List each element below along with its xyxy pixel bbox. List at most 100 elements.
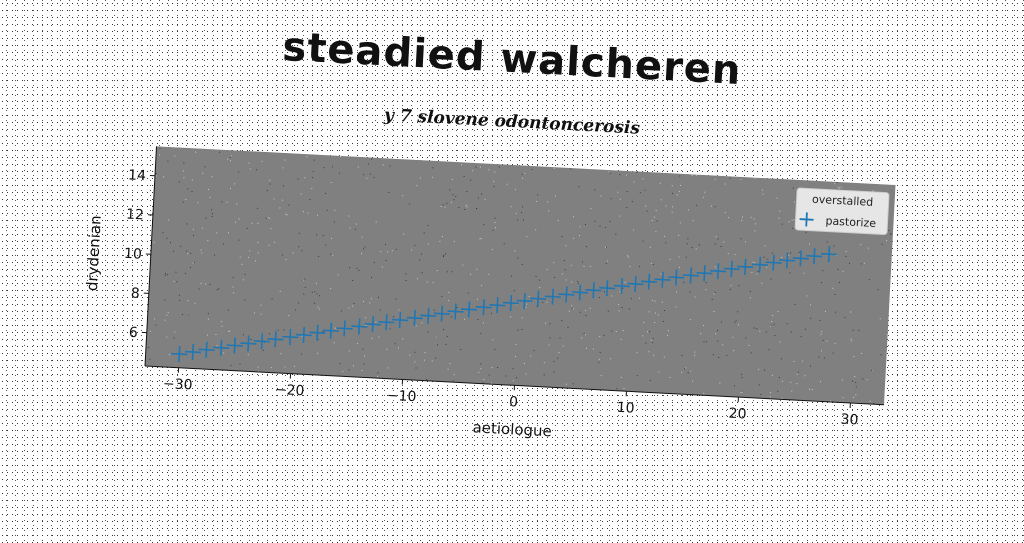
noise-dot	[755, 223, 756, 224]
noise-dot	[643, 322, 644, 323]
noise-dot	[745, 241, 746, 242]
noise-dot	[180, 246, 181, 247]
noise-dot	[245, 274, 246, 275]
noise-dot	[352, 280, 353, 281]
noise-dot	[222, 326, 223, 327]
noise-dot	[306, 156, 307, 157]
noise-dot	[493, 186, 494, 187]
noise-dot	[470, 180, 471, 181]
y-tick-label: 6	[128, 325, 138, 341]
noise-dot	[211, 209, 212, 210]
noise-dot	[715, 333, 716, 334]
noise-dot	[675, 306, 676, 307]
noise-dot	[355, 229, 356, 230]
noise-dot	[717, 330, 718, 331]
noise-dot	[223, 244, 224, 245]
noise-dot	[257, 242, 258, 243]
noise-dot	[741, 220, 742, 221]
noise-dot	[398, 347, 399, 348]
noise-dot	[605, 227, 606, 228]
noise-dot	[553, 371, 554, 372]
noise-dot	[393, 316, 394, 317]
noise-dot	[625, 282, 626, 283]
legend[interactable]: overstalled pastorize	[795, 188, 889, 235]
noise-dot	[349, 369, 350, 370]
noise-dot	[522, 174, 523, 175]
noise-dot	[642, 178, 643, 179]
noise-dot	[684, 368, 685, 369]
noise-dot	[183, 170, 184, 171]
noise-dot	[229, 331, 230, 332]
noise-dot	[406, 280, 407, 281]
noise-dot	[266, 218, 267, 219]
noise-dot	[174, 331, 175, 332]
noise-dot	[187, 253, 188, 254]
noise-dot	[561, 320, 562, 321]
noise-dot	[251, 339, 252, 340]
noise-dot	[770, 396, 771, 397]
noise-dot	[770, 326, 771, 327]
noise-dot	[284, 160, 285, 161]
noise-dot	[190, 267, 191, 268]
noise-dot	[297, 179, 298, 180]
noise-dot	[620, 199, 621, 200]
noise-dot	[880, 318, 881, 319]
noise-dot	[797, 374, 798, 375]
noise-dot	[751, 352, 752, 353]
noise-dot	[176, 281, 177, 282]
y-axis-label: drydenian	[83, 215, 105, 292]
noise-dot	[888, 230, 889, 231]
noise-dot	[249, 250, 250, 251]
noise-dot	[812, 389, 813, 390]
noise-dot	[376, 221, 377, 222]
noise-dot	[386, 260, 387, 261]
noise-dot	[414, 352, 415, 353]
noise-dot	[385, 244, 386, 245]
noise-dot	[514, 250, 515, 251]
x-tick-label: 0	[509, 394, 519, 410]
noise-dot	[672, 185, 673, 186]
noise-dot	[853, 397, 854, 398]
noise-dot	[616, 388, 617, 389]
noise-dot	[779, 341, 780, 342]
noise-dot	[254, 312, 255, 313]
noise-dot	[777, 198, 778, 199]
noise-dot	[424, 232, 425, 233]
noise-dot	[619, 216, 620, 217]
noise-dot	[706, 289, 707, 290]
noise-dot	[468, 293, 469, 294]
noise-dot	[451, 316, 452, 317]
noise-dot	[210, 197, 211, 198]
noise-dot	[421, 254, 422, 255]
noise-dot	[679, 176, 680, 177]
noise-dot	[753, 219, 754, 220]
noise-dot	[241, 264, 242, 265]
noise-dot	[535, 276, 536, 277]
noise-dot	[388, 192, 389, 193]
noise-dot	[565, 245, 566, 246]
noise-dot	[285, 214, 286, 215]
noise-dot	[643, 241, 644, 242]
noise-dot	[434, 310, 435, 311]
noise-dot	[361, 370, 362, 371]
noise-dot	[618, 304, 619, 305]
noise-dot	[362, 349, 363, 350]
noise-dot	[820, 381, 821, 382]
noise-dot	[505, 375, 506, 376]
noise-dot	[545, 323, 546, 324]
noise-dot	[214, 255, 215, 256]
noise-dot	[202, 228, 203, 229]
noise-dot	[631, 298, 632, 299]
noise-dot	[416, 367, 417, 368]
noise-dot	[732, 337, 733, 338]
noise-dot	[792, 228, 793, 229]
noise-dot	[477, 319, 478, 320]
noise-dot	[364, 356, 365, 357]
noise-dot	[781, 358, 782, 359]
noise-dot	[579, 235, 580, 236]
noise-dot	[447, 336, 448, 337]
y-tick-label: 8	[130, 286, 140, 302]
noise-dot	[409, 204, 410, 205]
noise-dot	[439, 241, 440, 242]
noise-dot	[164, 299, 165, 300]
